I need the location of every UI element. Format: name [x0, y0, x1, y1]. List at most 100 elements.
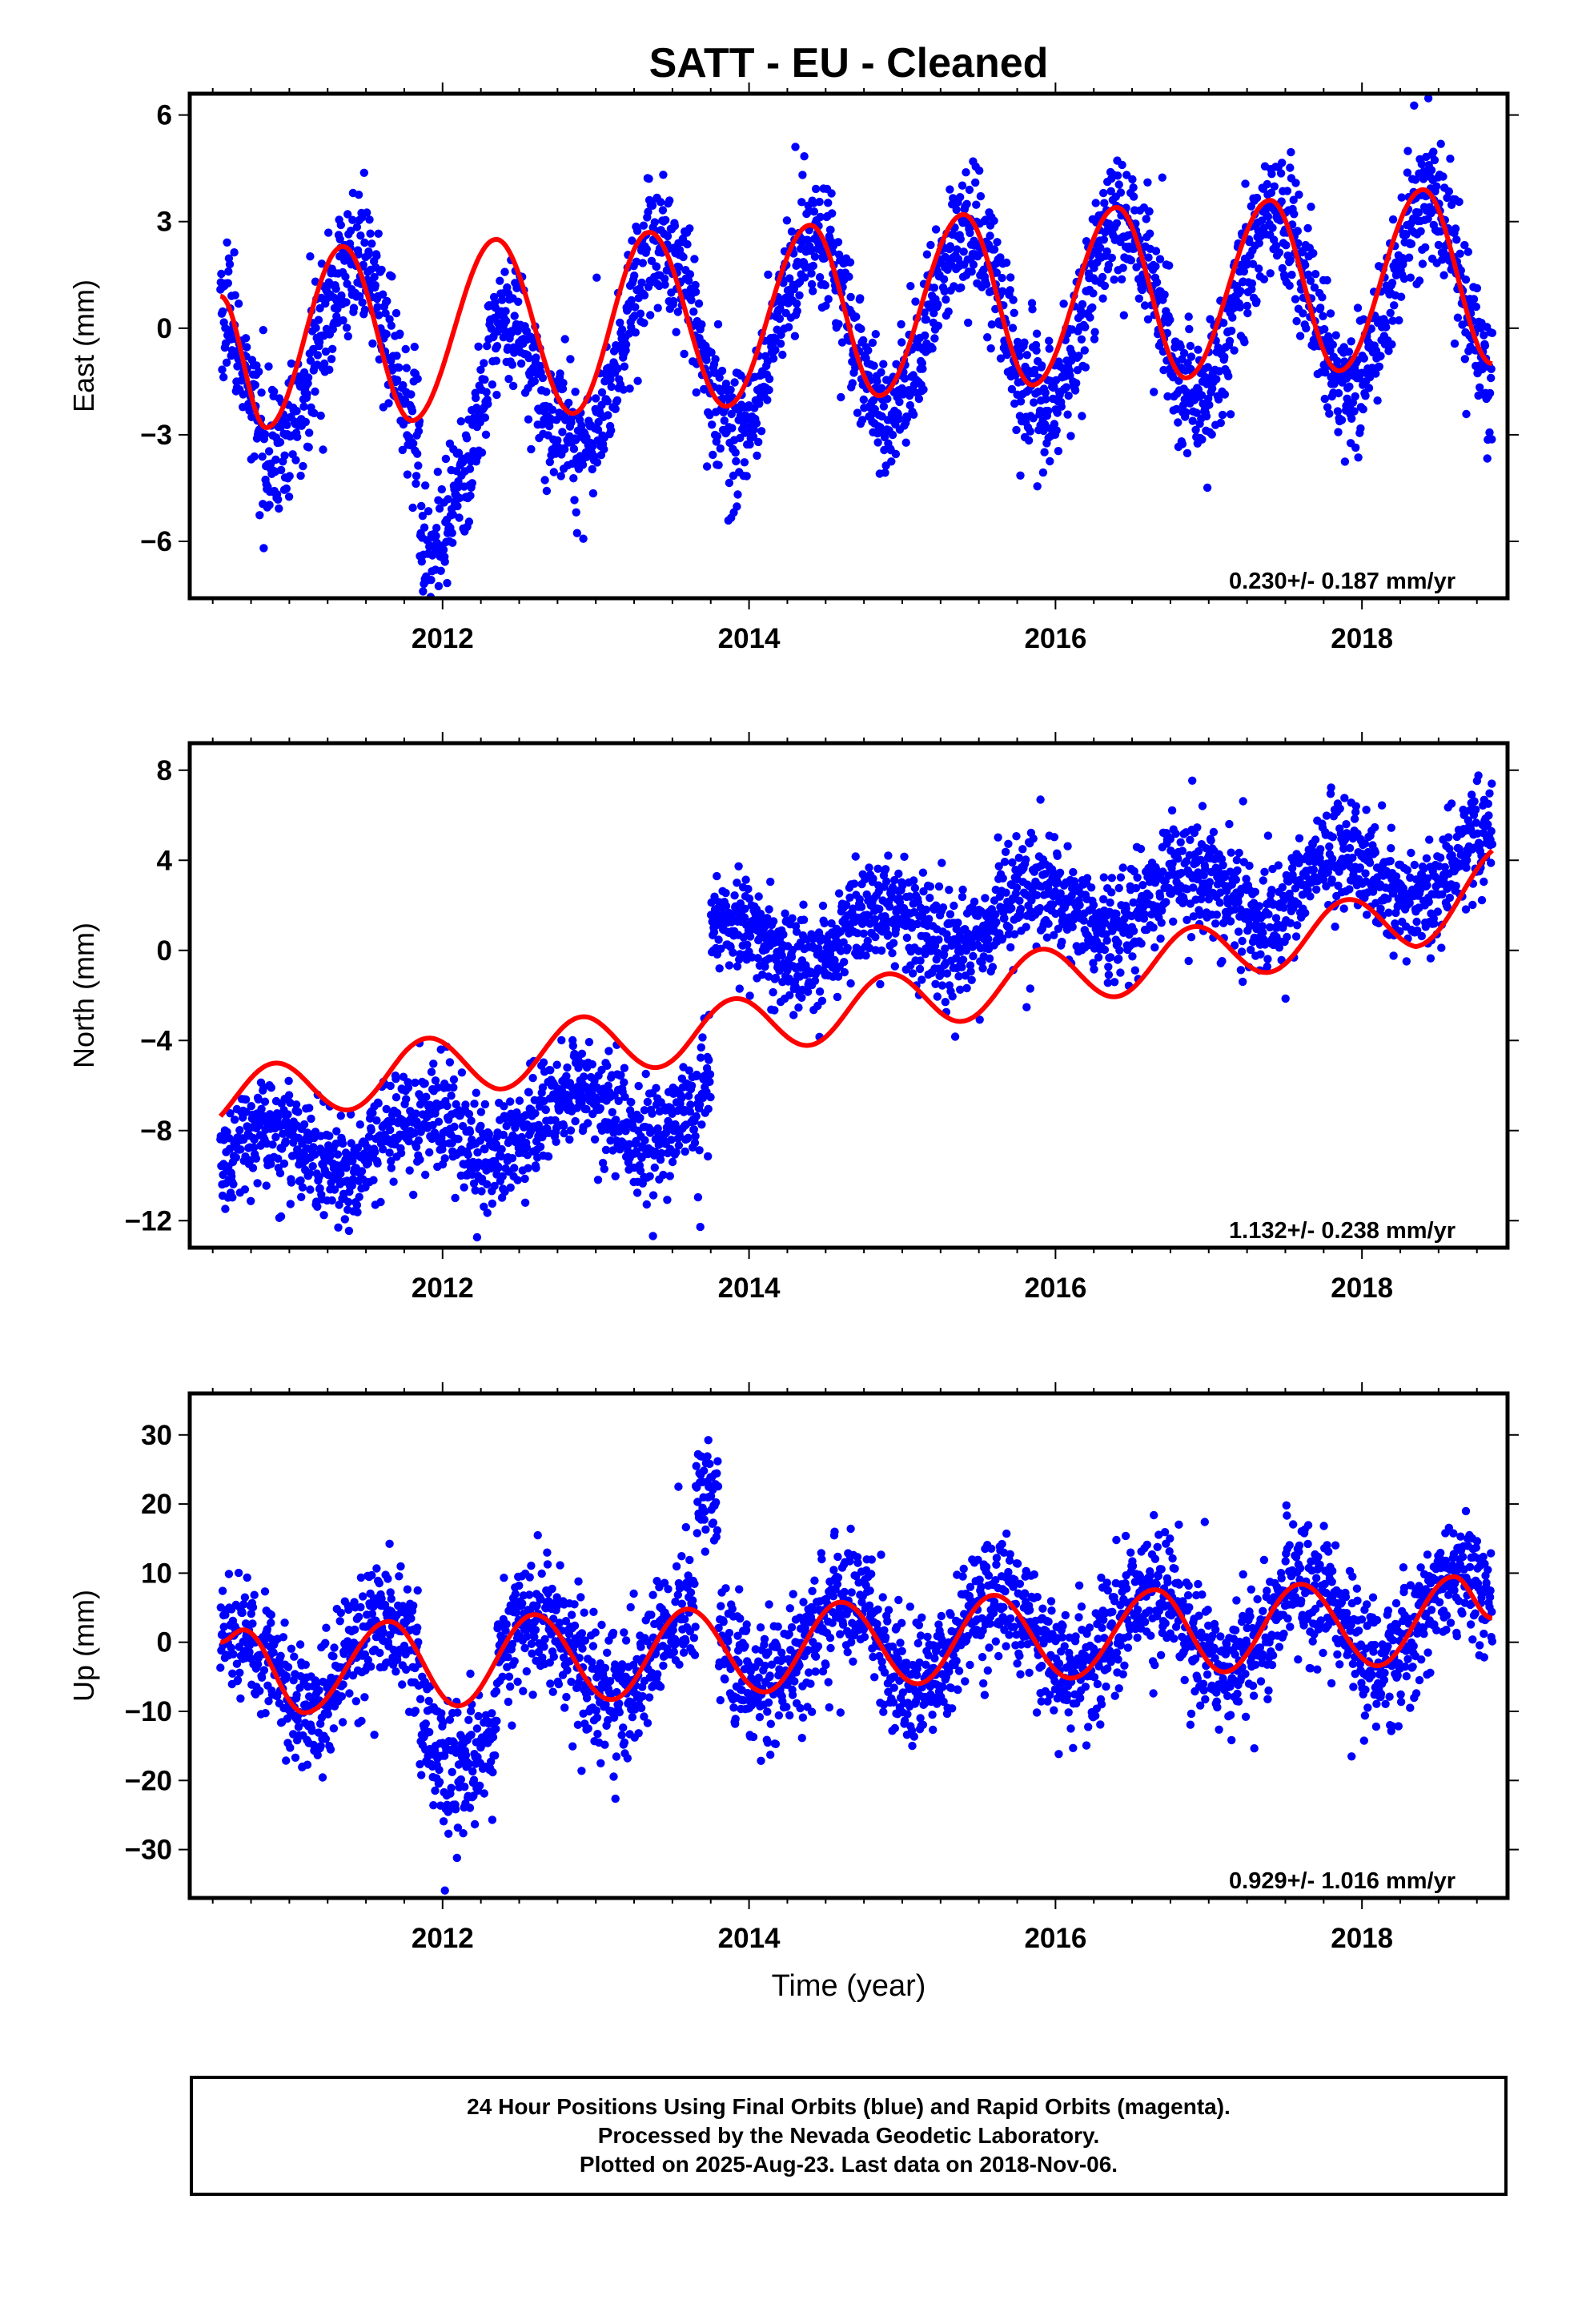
- north-data-point: [1014, 853, 1024, 862]
- east-data-point: [275, 504, 283, 513]
- north-data-point: [1100, 945, 1110, 955]
- east-data-point: [1078, 412, 1086, 420]
- east-data-point: [930, 334, 939, 343]
- east-data-point: [621, 340, 631, 349]
- north-data-point: [247, 1102, 255, 1111]
- east-data-point: [926, 240, 935, 250]
- east-data-point: [363, 208, 371, 217]
- east-data-point: [616, 318, 624, 328]
- east-data-point: [1046, 456, 1054, 466]
- east-data-point: [391, 308, 401, 318]
- north-data-point: [855, 895, 865, 904]
- north-observation-points: [216, 771, 1497, 1242]
- east-data-point: [264, 447, 274, 456]
- north-data-point: [1054, 879, 1062, 887]
- north-data-point: [333, 1150, 343, 1159]
- north-data-point: [650, 1163, 659, 1172]
- north-data-point: [1044, 919, 1053, 928]
- north-data-point: [686, 1100, 695, 1109]
- north-data-point: [787, 952, 797, 962]
- north-data-point: [941, 998, 950, 1007]
- east-data-point: [545, 457, 554, 467]
- east-data-point: [1176, 342, 1185, 352]
- east-data-point: [316, 411, 325, 420]
- east-data-point: [632, 227, 642, 235]
- east-data-point: [1150, 388, 1158, 396]
- east-data-point: [895, 397, 904, 407]
- north-data-point: [663, 1196, 672, 1204]
- north-data-point: [1099, 873, 1109, 882]
- east-data-point: [1452, 235, 1461, 244]
- north-data-point: [1106, 898, 1114, 907]
- east-data-point: [887, 457, 896, 466]
- north-data-point: [391, 1093, 401, 1102]
- north-data-point: [511, 1124, 520, 1132]
- north-data-point: [1058, 937, 1066, 947]
- north-data-point: [1022, 1003, 1031, 1011]
- east-data-point: [959, 247, 968, 256]
- east-data-point: [1015, 352, 1024, 360]
- east-data-point: [714, 460, 723, 469]
- east-data-point: [413, 449, 422, 458]
- north-data-point: [386, 1081, 395, 1091]
- north-data-point: [652, 1084, 661, 1092]
- north-data-point: [705, 1055, 713, 1064]
- north-data-point: [450, 1122, 459, 1132]
- east-data-point: [946, 185, 954, 194]
- east-data-point: [725, 478, 734, 488]
- north-data-point: [932, 955, 941, 964]
- east-data-point: [1027, 299, 1037, 308]
- north-data-point: [697, 1043, 705, 1052]
- east-data-point: [1419, 175, 1428, 183]
- north-data-point: [885, 903, 894, 911]
- north-data-point: [1050, 833, 1059, 842]
- north-data-point: [1114, 883, 1123, 893]
- east-data-point: [658, 206, 668, 215]
- east-data-point: [1487, 373, 1496, 383]
- north-data-point: [1118, 863, 1127, 872]
- north-data-point: [705, 1070, 715, 1079]
- east-data-point: [1226, 410, 1235, 419]
- east-data-point: [1293, 227, 1303, 235]
- north-data-point: [992, 918, 1001, 927]
- east-data-point: [1207, 430, 1216, 439]
- north-data-point: [340, 1215, 349, 1224]
- east-data-point: [1321, 363, 1331, 372]
- north-data-point: [966, 961, 975, 970]
- east-data-point: [1113, 171, 1122, 180]
- east-data-point: [424, 614, 432, 622]
- east-data-point: [1267, 170, 1276, 179]
- north-data-point: [307, 1114, 315, 1124]
- north-data-point: [250, 1135, 259, 1144]
- east-data-point: [996, 253, 1005, 262]
- east-data-point: [464, 517, 474, 526]
- north-data-point: [221, 1204, 230, 1213]
- east-data-point: [1252, 193, 1262, 203]
- east-data-point: [1077, 311, 1086, 320]
- east-data-point: [1192, 408, 1201, 417]
- north-data-point: [1129, 927, 1138, 935]
- north-data-point: [601, 1145, 611, 1155]
- north-data-point: [344, 1197, 353, 1207]
- east-data-point: [241, 334, 251, 343]
- north-data-point: [734, 862, 743, 871]
- east-data-point: [906, 282, 915, 291]
- north-data-point: [515, 1096, 524, 1105]
- east-data-point: [217, 269, 226, 279]
- north-data-point: [938, 981, 947, 990]
- east-data-point: [328, 344, 337, 353]
- east-data-point: [646, 311, 655, 320]
- east-data-point: [1239, 267, 1249, 276]
- east-data-point: [853, 408, 862, 417]
- east-data-point: [1188, 416, 1197, 425]
- east-data-point: [1464, 247, 1473, 256]
- north-data-point: [1086, 883, 1096, 892]
- east-data-point: [1348, 398, 1358, 407]
- east-data-point: [401, 344, 410, 354]
- east-data-point: [837, 392, 845, 402]
- east-data-point: [1116, 188, 1126, 197]
- east-data-point: [1485, 428, 1494, 437]
- north-data-point: [483, 1208, 492, 1217]
- east-data-point: [1483, 454, 1492, 463]
- east-data-point: [785, 274, 794, 283]
